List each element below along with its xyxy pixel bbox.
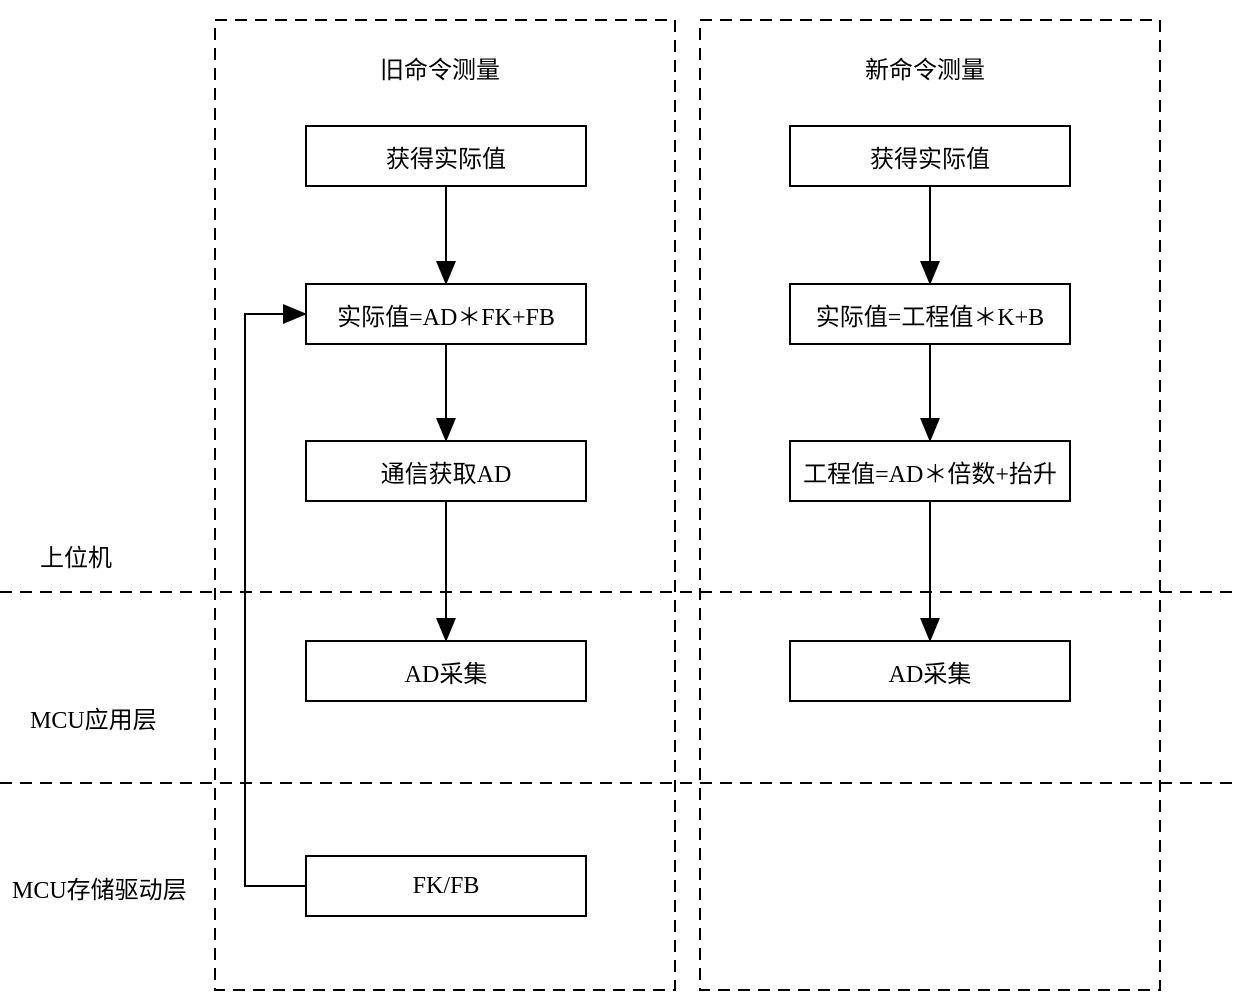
new-node-formula1: 实际值=工程值＊K+B: [789, 283, 1071, 345]
old-node-fkfb: FK/FB: [305, 855, 587, 917]
new-node-get-actual: 获得实际值: [789, 125, 1071, 187]
old-node-get-actual: 获得实际值: [305, 125, 587, 187]
row-label-mcu-storage: MCU存储驱动层: [12, 870, 187, 905]
new-node-formula2: 工程值=AD＊倍数+抬升: [789, 440, 1071, 502]
old-node-formula: 实际值=AD＊FK+FB: [305, 283, 587, 345]
row-label-upper: 上位机: [40, 538, 112, 573]
title-new-cmd: 新命令测量: [865, 50, 985, 85]
old-node-comm-get-ad: 通信获取AD: [305, 440, 587, 502]
title-old-cmd: 旧命令测量: [380, 50, 500, 85]
old-node-ad-collect: AD采集: [305, 640, 587, 702]
new-node-ad-collect: AD采集: [789, 640, 1071, 702]
row-label-mcu-app: MCU应用层: [30, 700, 157, 735]
